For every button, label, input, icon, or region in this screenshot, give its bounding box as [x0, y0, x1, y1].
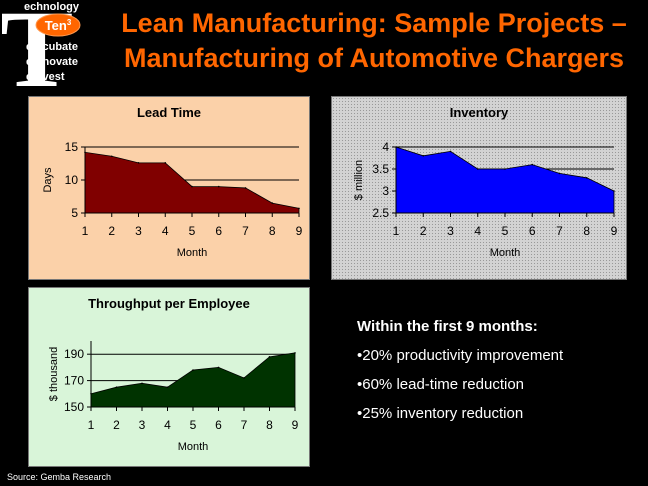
y-axis-title: $ million	[353, 160, 365, 200]
x-tick-label: 4	[162, 224, 169, 238]
summary-item: •25% inventory reduction	[357, 405, 524, 422]
x-tick-label: 6	[215, 224, 222, 238]
data-point	[294, 352, 296, 354]
data-point	[558, 172, 561, 175]
x-axis-title: Month	[178, 441, 209, 453]
data-point	[298, 207, 300, 210]
x-tick-label: 9	[611, 224, 618, 238]
x-tick-label: 1	[393, 224, 400, 238]
y-tick-label: 3	[382, 184, 389, 198]
summary-item: •60% lead-time reduction	[357, 376, 525, 393]
lead-time-chart: 5 10 15 1 2 3 4 5 6 7 8 9 Month Days	[42, 140, 303, 259]
x-tick-label: 3	[139, 418, 146, 432]
x-tick-label: 9	[292, 418, 299, 432]
data-point	[110, 155, 113, 158]
x-axis-title: Month	[177, 247, 208, 259]
data-point	[192, 369, 194, 371]
throughput-chart-panel: Throughput per Employee 150 170 190 1 2 3 4 5 6 7…	[28, 287, 310, 467]
slide-title-line-1: Lean Manufacturing: Sample Projects –	[121, 8, 627, 38]
chart-title: Lead Time	[136, 105, 202, 120]
x-tick-label: 4	[474, 224, 481, 238]
series-area	[84, 151, 300, 214]
y-tick-label: 170	[64, 374, 84, 388]
y-tick-label: 190	[64, 347, 84, 361]
data-point	[115, 386, 118, 388]
series-area	[90, 352, 296, 408]
x-tick-label: 7	[242, 224, 249, 238]
slide-title: Lean Manufacturing: Sample Projects – Ma…	[104, 6, 644, 76]
logo-line-4: e-nvest	[26, 71, 65, 83]
y-tick-label: 15	[65, 140, 79, 154]
x-tick-label: 9	[296, 224, 303, 238]
logo-line-2: e-ncubate	[26, 41, 78, 53]
x-tick-label: 1	[82, 224, 89, 238]
x-tick-label: 6	[215, 418, 222, 432]
y-tick-label: 3.5	[372, 162, 389, 176]
y-tick-label: 2.5	[372, 206, 389, 220]
slide-title-line-2: Manufacturing of Automotive Chargers	[123, 43, 625, 73]
x-tick-label: 5	[190, 418, 197, 432]
logo-badge	[35, 13, 81, 37]
x-tick-label: 5	[502, 224, 509, 238]
source-note: Source: Gemba Research	[7, 472, 112, 482]
data-point	[613, 190, 615, 192]
chart-title: Throughput per Employee	[88, 296, 250, 311]
y-tick-label: 5	[71, 206, 78, 220]
x-tick-label: 2	[420, 224, 427, 238]
data-point	[476, 168, 479, 170]
logo-line-1: echnology	[24, 1, 80, 13]
x-tick-label: 2	[113, 418, 120, 432]
x-tick-label: 7	[241, 418, 248, 432]
data-point	[166, 386, 169, 388]
x-tick-label: 3	[447, 224, 454, 238]
logo-graphic: T echnology Ten3 e-ncubate e-nnovate e-n…	[0, 0, 81, 110]
x-tick-label: 8	[269, 224, 276, 238]
x-tick-label: 2	[108, 224, 115, 238]
data-point	[191, 185, 193, 188]
summary-item: •20% productivity improvement	[357, 347, 564, 364]
data-point	[268, 356, 271, 358]
summary: Within the first 9 months: •20% producti…	[357, 318, 563, 434]
chart-title: Inventory	[449, 105, 509, 120]
logo: T echnology Ten3 e-ncubate e-nnovate e-n…	[0, 0, 100, 110]
summary-heading: Within the first 9 months:	[357, 318, 538, 335]
data-point	[585, 177, 588, 179]
data-point	[422, 155, 425, 157]
x-tick-label: 4	[164, 418, 171, 432]
data-point	[531, 163, 534, 166]
data-point	[141, 382, 143, 385]
data-point	[243, 377, 245, 379]
y-tick-label: 150	[64, 400, 84, 414]
lead-time-chart-panel: Lead Time 5 10 15 1 2 3 4 5 6 7 8 9 Month Days	[28, 96, 310, 280]
logo-line-3: e-nnovate	[26, 56, 78, 68]
y-axis-title: Days	[42, 167, 54, 193]
y-axis-title: $ thousand	[48, 347, 60, 401]
x-tick-label: 8	[583, 224, 590, 238]
throughput-chart: 150 170 190 1 2 3 4 5 6 7 8 9 Month $ thousand	[48, 341, 299, 453]
data-point	[137, 162, 140, 164]
inventory-chart: 2.5 3 3.5 4 1 2 3 4 5 6 7 8 9 Month $ million	[353, 140, 618, 259]
series-area	[395, 146, 615, 214]
data-point	[164, 162, 167, 164]
data-point	[449, 150, 452, 153]
x-axis-title: Month	[490, 247, 521, 259]
data-point	[217, 185, 220, 188]
x-tick-label: 6	[529, 224, 536, 238]
inventory-chart-panel: Inventory 2.5 3 3.5 4 1 2 3 4 5 6 7 8 9 Month $ millio…	[331, 96, 627, 280]
data-point	[504, 168, 506, 170]
y-tick-label: 10	[65, 173, 79, 187]
x-tick-label: 3	[135, 224, 142, 238]
data-point	[217, 366, 220, 369]
logo-badge-text: Ten3	[45, 18, 72, 33]
y-tick-label: 4	[382, 140, 389, 154]
data-point	[244, 187, 247, 189]
x-tick-label: 1	[88, 418, 95, 432]
x-tick-label: 8	[266, 418, 273, 432]
data-point	[271, 202, 274, 204]
x-tick-label: 5	[189, 224, 196, 238]
x-tick-label: 7	[556, 224, 563, 238]
